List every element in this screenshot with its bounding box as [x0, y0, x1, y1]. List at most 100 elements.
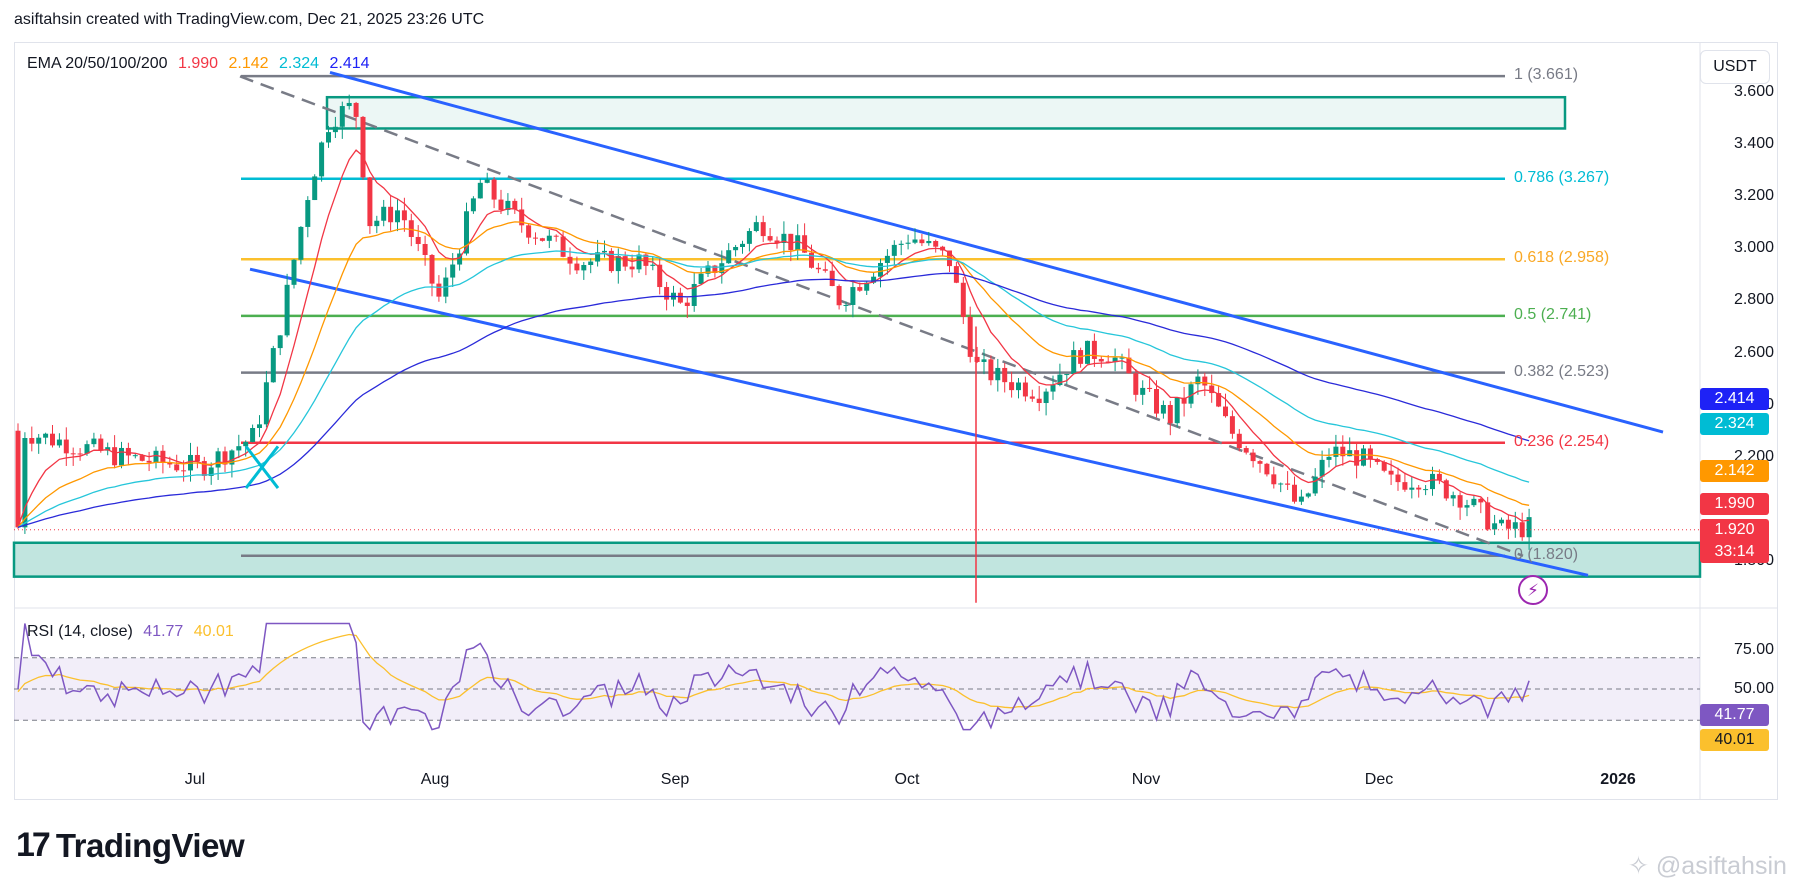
- candle-body: [243, 441, 249, 447]
- candle-body: [298, 226, 304, 260]
- candle-body: [312, 176, 318, 201]
- watermark-icon: ✧: [1628, 852, 1656, 880]
- time-tick: 2026: [1600, 771, 1636, 788]
- price-badge: 2.324: [1700, 413, 1769, 435]
- candle-body: [374, 220, 380, 227]
- currency-button[interactable]: USDT: [1700, 50, 1770, 84]
- price-tick: 2.800: [1733, 291, 1774, 309]
- candle-body: [1126, 357, 1132, 374]
- time-tick: Nov: [1131, 771, 1161, 788]
- demand-zone: [12, 541, 1702, 578]
- candle-body: [822, 269, 828, 271]
- price-tick: 3.400: [1733, 135, 1774, 153]
- tradingview-logo-text: TradingView: [55, 826, 245, 864]
- candle-body: [1050, 385, 1056, 392]
- candle-body: [1292, 484, 1297, 502]
- candle-body: [1361, 448, 1366, 466]
- candle-body: [733, 246, 739, 251]
- candle-body: [726, 250, 732, 264]
- candle-body: [1043, 391, 1049, 404]
- candle-body: [664, 287, 670, 300]
- candle-body: [263, 382, 269, 425]
- candle-body: [1160, 404, 1166, 414]
- candle-body: [1457, 495, 1463, 508]
- candle-body: [684, 302, 690, 306]
- candle-body: [878, 262, 883, 277]
- tradingview-logo[interactable]: 17 TradingView: [16, 826, 245, 865]
- candle-body: [1326, 456, 1332, 460]
- fib-label-2: 0.618 (2.958): [1514, 249, 1610, 267]
- cross-marker-b: [244, 445, 280, 489]
- candle-body: [974, 356, 980, 362]
- candle-body: [512, 200, 518, 210]
- candle-body: [429, 254, 435, 284]
- candle-body: [1416, 487, 1422, 490]
- candle-body: [1333, 446, 1339, 457]
- candle-body: [84, 444, 90, 454]
- candle-body: [1112, 357, 1118, 363]
- fib-label-3: 0.5 (2.741): [1514, 305, 1592, 323]
- candle-body: [77, 453, 83, 455]
- candle-body: [1147, 387, 1153, 389]
- candle-body: [1071, 350, 1077, 375]
- candle-body: [1009, 382, 1015, 391]
- candle-body: [229, 450, 235, 465]
- ema-legend: EMA 20/50/100/200 1.990 2.142 2.324 2.41…: [27, 55, 376, 73]
- candle-body: [629, 266, 635, 270]
- candle-body: [1430, 473, 1435, 490]
- rsi-line: [17, 622, 1530, 731]
- candle-body: [395, 210, 400, 223]
- candle-body: [1105, 361, 1111, 363]
- candle-body: [622, 256, 628, 267]
- price-tick: 3.600: [1733, 83, 1774, 100]
- candle-body: [305, 200, 311, 227]
- candle-body: [760, 222, 766, 237]
- candle-body: [1512, 522, 1518, 529]
- tradingview-logo-icon: 17: [16, 826, 51, 864]
- candle-body: [698, 273, 704, 284]
- candle-body: [1450, 495, 1456, 499]
- candle-body: [22, 438, 28, 528]
- candle-body: [250, 428, 256, 442]
- candle-body: [567, 256, 573, 264]
- candle-body: [1257, 461, 1263, 464]
- candle-body: [270, 348, 276, 383]
- candle-body: [1174, 397, 1180, 424]
- candle-body: [1140, 387, 1146, 395]
- fib-label-5: 0.236 (2.254): [1514, 432, 1610, 450]
- candle-body: [1505, 519, 1511, 529]
- candle-body: [1057, 374, 1063, 386]
- rsi-tick: 50.00: [1733, 680, 1774, 697]
- candle-body: [1443, 480, 1449, 499]
- candle-body: [470, 198, 476, 212]
- candle-body: [650, 264, 656, 266]
- candle-body: [1016, 382, 1021, 391]
- candle-body: [63, 439, 69, 454]
- time-tick: Aug: [420, 771, 450, 788]
- candle-body: [477, 182, 483, 199]
- candle-body: [1298, 496, 1304, 502]
- candle-body: [919, 239, 925, 244]
- candle-body: [332, 126, 338, 133]
- candle-body: [1285, 483, 1291, 485]
- candle-body: [636, 254, 642, 270]
- candle-body: [422, 244, 428, 255]
- time-tick: Sep: [660, 771, 690, 788]
- candle-body: [546, 235, 552, 241]
- candle-body: [539, 238, 545, 241]
- candle-body: [91, 438, 97, 445]
- ema200-value: 2.414: [329, 55, 370, 72]
- ema50-line: [17, 221, 1530, 528]
- candle-body: [484, 179, 490, 183]
- candle-body: [367, 177, 373, 227]
- candle-body: [519, 209, 525, 226]
- candle-body: [505, 200, 511, 210]
- candle-body: [257, 424, 262, 429]
- candle-body: [450, 264, 456, 278]
- candle-body: [829, 270, 835, 287]
- lightning-marker[interactable]: [1518, 575, 1548, 605]
- candle-body: [1209, 385, 1215, 394]
- rsi-ma-value: 40.01: [193, 623, 234, 640]
- candle-body: [581, 264, 587, 271]
